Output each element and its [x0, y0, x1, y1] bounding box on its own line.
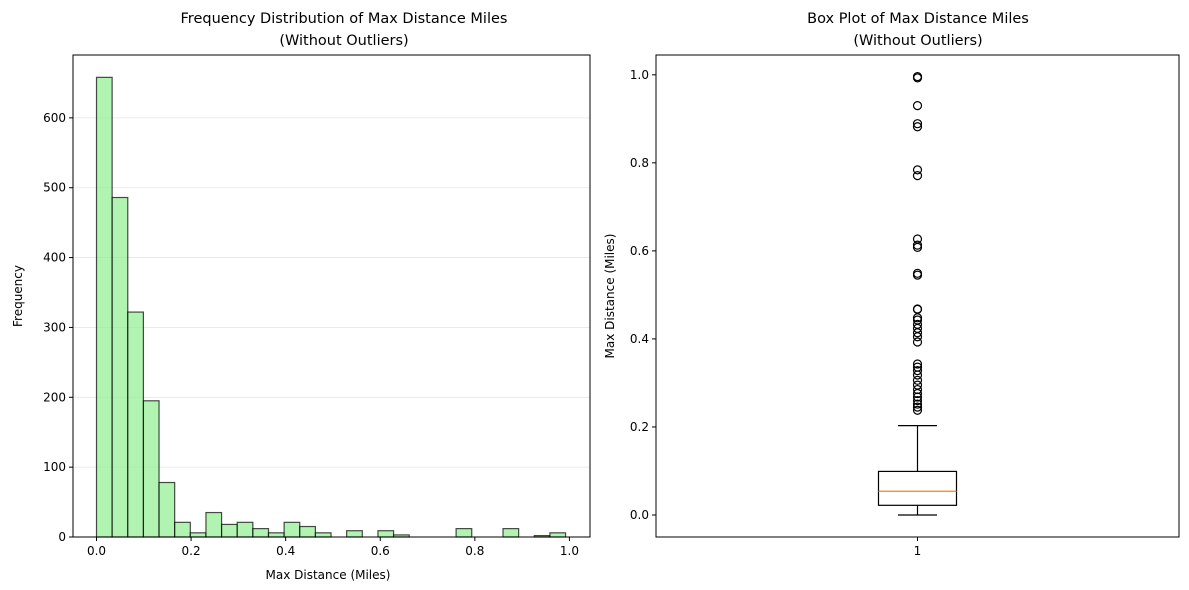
histogram-y-tick-label: 300	[43, 320, 66, 334]
histogram-x-ticks: 0.0 0.2 0.4 0.6 0.8 1.0	[87, 537, 579, 558]
boxplot-marks	[877, 71, 958, 516]
histogram-bar	[158, 481, 176, 538]
boxplot-outlier-point	[912, 359, 923, 369]
boxplot-panel: Box Plot of Max Distance Miles (Without …	[603, 11, 1180, 558]
boxplot-outlier-point	[912, 395, 923, 406]
boxplot-y-tick-label: 0.2	[630, 420, 649, 434]
histogram-y-tick-label: 0	[58, 530, 66, 544]
histogram-bar	[549, 532, 567, 538]
boxplot-y-tick-label: 0.6	[630, 244, 649, 258]
boxplot-x-tick-label: 1	[914, 544, 922, 558]
boxplot-outlier-point	[912, 319, 923, 329]
histogram-x-tick-label: 0.4	[276, 544, 295, 558]
boxplot-outlier-point	[912, 165, 923, 175]
boxplot-y-tick-label: 1.0	[630, 68, 649, 82]
histogram-bar	[346, 530, 363, 538]
histogram-bar	[174, 521, 191, 538]
histogram-x-tick-label: 0.2	[182, 544, 201, 558]
histogram-y-axis-label: Frequency	[11, 265, 25, 327]
histogram-bar	[314, 532, 332, 538]
histogram-x-tick-label: 0.0	[87, 544, 106, 558]
boxplot-outlier-point	[912, 101, 923, 111]
boxplot-box	[877, 470, 958, 506]
histogram-y-tick-label: 500	[43, 181, 66, 195]
histogram-bar	[127, 311, 145, 538]
boxplot-outlier-point	[912, 337, 923, 347]
boxplot-outlier-point	[912, 268, 923, 278]
histogram-title-line-1: Frequency Distribution of Max Distance M…	[181, 11, 508, 27]
boxplot-title-line-2: (Without Outliers)	[853, 33, 982, 49]
histogram-x-tick-label: 0.6	[371, 544, 390, 558]
boxplot-outlier-point	[912, 119, 923, 129]
histogram-title-line-2: (Without Outliers)	[279, 33, 408, 49]
histogram-bar	[267, 532, 285, 538]
histogram-bars	[95, 76, 567, 538]
boxplot-outlier-point	[912, 399, 923, 409]
histogram-bar	[377, 530, 395, 538]
histogram-bar	[95, 76, 113, 538]
histogram-bar	[111, 196, 129, 538]
histogram-y-ticks: 0 100 200 300 400 500 600	[43, 111, 73, 544]
histogram-bar	[236, 521, 254, 538]
boxplot-outlier-point	[912, 304, 923, 314]
boxplot-outlier-point	[912, 375, 923, 385]
histogram-x-tick-label: 0.8	[465, 544, 484, 558]
boxplot-y-tick-label: 0.4	[630, 332, 649, 346]
histogram-x-axis-label: Max Distance (Miles)	[266, 568, 391, 582]
histogram-plot-frame	[72, 54, 591, 538]
boxplot-title-line-1: Box Plot of Max Distance Miles	[807, 11, 1029, 27]
histogram-bar	[455, 528, 473, 538]
boxplot-outlier-point	[912, 362, 923, 372]
histogram-bar	[205, 511, 223, 538]
histogram-bar	[189, 532, 207, 538]
boxplot-outlier-point	[912, 122, 923, 132]
boxplot-y-axis-label: Max Distance (Miles)	[603, 234, 617, 359]
boxplot-outlier-point	[912, 384, 923, 395]
boxplot-outlier-point	[912, 366, 923, 376]
histogram-bar	[220, 523, 238, 538]
histogram-bar	[252, 528, 270, 538]
boxplot-outlier-point	[912, 240, 923, 250]
boxplot-outlier-point	[912, 405, 923, 415]
histogram-x-tick-label: 1.0	[560, 544, 579, 558]
histogram-y-tick-label: 200	[43, 390, 66, 404]
boxplot-y-ticks: 0.0 0.2 0.4 0.6 0.8 1.0	[630, 68, 656, 522]
histogram-bar	[283, 521, 301, 538]
boxplot-outlier-point	[912, 171, 923, 181]
boxplot-outlier-point	[912, 380, 923, 390]
histogram-y-tick-label: 100	[43, 460, 66, 474]
boxplot-outlier-point	[912, 71, 923, 82]
histogram-y-tick-label: 400	[43, 251, 66, 265]
histogram-y-tick-label: 600	[43, 111, 66, 125]
histogram-bar	[502, 528, 520, 538]
histogram-panel: Frequency Distribution of Max Distance M…	[11, 11, 591, 582]
histogram-bar	[142, 400, 160, 538]
histogram-bar	[299, 525, 316, 538]
boxplot-x-ticks: 1	[914, 537, 922, 558]
boxplot-y-tick-label: 0.0	[630, 508, 649, 522]
boxplot-y-tick-label: 0.8	[630, 156, 649, 170]
boxplot-outlier-point	[912, 234, 923, 244]
histogram-gridlines	[73, 117, 590, 468]
boxplot-outlier-point	[912, 402, 923, 412]
